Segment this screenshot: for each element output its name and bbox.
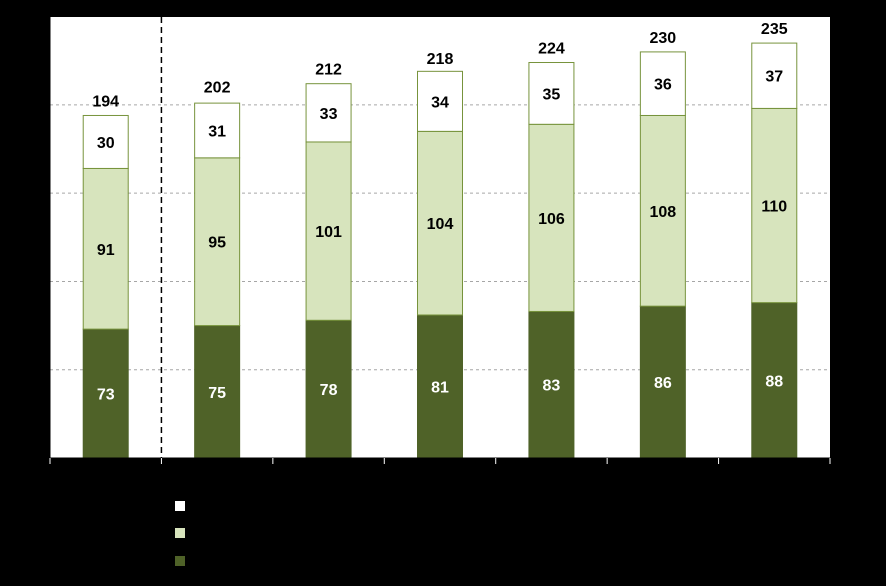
legend <box>175 501 185 566</box>
segment-value-label: 37 <box>765 69 783 86</box>
segment-value-label: 106 <box>538 211 565 228</box>
bar-segment-series-1 <box>528 310 575 459</box>
segment-value-label: 86 <box>654 375 672 392</box>
total-value-label: 230 <box>650 30 677 47</box>
segment-value-label: 75 <box>208 385 226 402</box>
bar-segment-series-3 <box>417 70 463 132</box>
axes <box>45 16 831 464</box>
bar-segment-series-2 <box>82 167 129 330</box>
segment-value-label: 73 <box>97 387 115 404</box>
bars <box>82 42 798 459</box>
legend-marker-series-1 <box>175 556 185 566</box>
bar-segment-series-2 <box>194 157 241 327</box>
segment-value-label: 35 <box>543 86 561 103</box>
segment-value-label: 83 <box>543 378 561 395</box>
bar-segment-series-2 <box>417 130 463 316</box>
segment-value-label: 78 <box>320 382 338 399</box>
segment-value-label: 30 <box>97 135 115 152</box>
total-value-label: 202 <box>204 79 231 96</box>
total-value-label: 212 <box>315 62 342 79</box>
bar-segment-series-1 <box>639 305 686 459</box>
total-value-label: 235 <box>761 21 788 38</box>
bar-segment-series-1 <box>751 302 798 459</box>
bar-segment-series-1 <box>417 314 463 459</box>
segment-value-label: 101 <box>315 224 342 241</box>
segment-value-label: 95 <box>208 235 226 252</box>
total-value-label: 224 <box>538 41 565 58</box>
bar-segment-series-1 <box>194 325 241 459</box>
segment-value-label: 33 <box>320 106 338 123</box>
legend-marker-series-3 <box>175 501 185 511</box>
segment-value-label: 104 <box>427 216 454 233</box>
segment-value-label: 91 <box>97 242 115 259</box>
bar-segment-series-2 <box>305 141 352 321</box>
segment-value-label: 34 <box>431 94 449 111</box>
legend-marker-series-2 <box>175 528 185 538</box>
total-value-label: 194 <box>92 93 119 110</box>
bar-segment-series-3 <box>528 62 575 125</box>
segment-value-label: 31 <box>208 123 226 140</box>
total-value-label: 218 <box>427 51 454 68</box>
bar-segment-series-3 <box>751 42 798 109</box>
bar-segment-series-2 <box>639 114 686 307</box>
segment-value-label: 108 <box>650 204 677 221</box>
bar-segment-series-3 <box>639 51 686 116</box>
bar-segment-series-3 <box>194 102 241 159</box>
bar-segment-series-3 <box>82 114 129 169</box>
bar-segment-series-3 <box>305 83 352 143</box>
segment-value-label: 36 <box>654 77 672 94</box>
segment-value-label: 110 <box>761 199 787 216</box>
bar-segment-series-2 <box>751 107 798 304</box>
data-labels: 73 91 30 194 75 95 31 202 78 101 33 212 81 104 34 218 83… <box>92 21 787 403</box>
bar-segment-series-2 <box>528 123 575 312</box>
segment-value-label: 81 <box>431 379 449 396</box>
segment-value-label: 88 <box>765 373 783 390</box>
